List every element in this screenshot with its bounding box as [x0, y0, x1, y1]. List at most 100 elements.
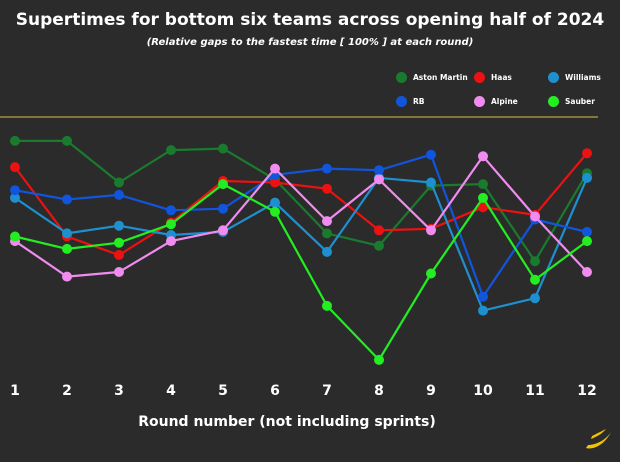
- data-point-sauber-4: [166, 219, 176, 230]
- data-point-sauber-7: [322, 300, 332, 311]
- x-tick-label-5: 5: [218, 383, 228, 399]
- x-tick-label-11: 11: [525, 383, 544, 399]
- x-tick-label-4: 4: [166, 383, 176, 399]
- data-point-rb-1: [10, 185, 20, 196]
- data-point-aston-martin-2: [62, 135, 72, 146]
- data-point-alpine-10: [478, 151, 488, 162]
- data-point-alpine-8: [374, 174, 384, 185]
- series-alpine: [10, 151, 592, 282]
- legend-swatch-sauber: [548, 96, 559, 107]
- x-axis-title: Round number (not including sprints): [138, 414, 436, 430]
- series-line-aston-martin: [15, 139, 588, 263]
- data-point-aston-martin-7: [322, 228, 332, 239]
- data-point-haas-1: [10, 162, 20, 173]
- legend-item-alpine: Alpine: [474, 96, 518, 107]
- x-tick-label-10: 10: [473, 383, 493, 399]
- data-point-haas-8: [374, 225, 384, 236]
- series-line-rb: [14, 153, 588, 298]
- data-point-alpine-5: [218, 225, 228, 236]
- data-point-aston-martin-8: [374, 240, 384, 251]
- data-point-williams-11: [530, 293, 540, 304]
- data-point-aston-martin-4: [166, 145, 176, 156]
- legend: Aston Martin Haas Williams RB Alpine Sau…: [396, 72, 616, 112]
- chart-title: Supertimes for bottom six teams across o…: [15, 10, 605, 30]
- legend-item-rb: RB: [396, 96, 425, 107]
- chart-subtitle: (Relative gaps to the fastest time [ 100…: [146, 37, 474, 48]
- x-tick-label-9: 9: [426, 383, 436, 399]
- data-point-williams-3: [114, 220, 124, 231]
- data-point-sauber-6: [270, 206, 280, 217]
- x-tick-label-3: 3: [114, 383, 124, 399]
- legend-swatch-alpine: [474, 96, 485, 107]
- data-point-sauber-11: [530, 274, 540, 285]
- data-point-rb-8: [374, 165, 384, 176]
- swoosh-logo-icon: [586, 429, 611, 449]
- data-point-alpine-4: [166, 236, 176, 247]
- series-rb: [10, 149, 592, 302]
- x-tick-label-8: 8: [374, 383, 384, 399]
- data-point-williams-12: [582, 172, 592, 183]
- data-point-aston-martin-10: [478, 179, 488, 190]
- x-tick-label-12: 12: [577, 383, 596, 399]
- data-point-aston-martin-5: [218, 143, 228, 154]
- data-point-williams-1: [10, 192, 20, 203]
- data-point-williams-9: [426, 177, 436, 188]
- legend-item-aston-martin: Aston Martin: [396, 72, 468, 83]
- data-point-sauber-2: [62, 243, 72, 254]
- data-point-williams-10: [478, 305, 488, 316]
- legend-swatch-aston-martin: [396, 72, 407, 83]
- legend-item-sauber: Sauber: [548, 96, 595, 107]
- data-point-sauber-12: [582, 236, 592, 247]
- data-point-sauber-9: [426, 268, 436, 279]
- legend-label-aston-martin: Aston Martin: [413, 73, 468, 82]
- series-layer: [10, 135, 592, 365]
- data-point-rb-12: [582, 226, 592, 237]
- legend-swatch-rb: [396, 96, 407, 107]
- data-point-sauber-8: [374, 354, 384, 365]
- x-tick-labels: 1 2 3 4 5 6 7 8 9 10 11 12: [10, 383, 597, 399]
- data-point-haas-6: [270, 177, 280, 188]
- data-point-sauber-10: [478, 192, 488, 203]
- x-tick-label-7: 7: [322, 383, 332, 399]
- x-tick-label-1: 1: [10, 383, 20, 399]
- legend-label-haas: Haas: [491, 73, 512, 82]
- data-point-rb-3: [114, 189, 124, 200]
- data-point-alpine-6: [270, 163, 280, 174]
- legend-label-rb: RB: [413, 97, 425, 106]
- legend-item-williams: Williams: [548, 72, 601, 83]
- legend-item-haas: Haas: [474, 72, 512, 83]
- series-line-sauber: [14, 183, 588, 361]
- data-point-haas-10: [478, 202, 488, 213]
- legend-label-sauber: Sauber: [565, 97, 595, 106]
- legend-label-alpine: Alpine: [491, 97, 518, 106]
- data-point-alpine-3: [114, 267, 124, 277]
- series-line-alpine: [14, 155, 588, 278]
- data-point-williams-6: [270, 197, 280, 208]
- data-point-aston-martin-1: [10, 135, 20, 146]
- data-point-alpine-9: [426, 225, 436, 236]
- data-point-haas-3: [114, 250, 124, 260]
- legend-swatch-haas: [474, 72, 485, 83]
- data-point-rb-2: [62, 194, 72, 205]
- data-point-rb-7: [322, 163, 332, 174]
- data-point-alpine-2: [62, 271, 72, 282]
- data-point-williams-2: [62, 228, 72, 239]
- legend-label-williams: Williams: [565, 73, 601, 82]
- data-point-aston-martin-3: [114, 177, 124, 188]
- data-point-rb-9: [426, 149, 436, 160]
- data-point-sauber-5: [218, 179, 228, 190]
- x-tick-label-6: 6: [270, 383, 280, 399]
- data-point-sauber-1: [10, 231, 20, 242]
- data-point-aston-martin-11: [530, 256, 540, 267]
- data-point-rb-5: [218, 203, 228, 214]
- x-tick-label-2: 2: [62, 383, 72, 399]
- series-sauber: [10, 179, 592, 365]
- legend-swatch-williams: [548, 72, 559, 83]
- series-line-haas: [14, 152, 588, 257]
- data-point-haas-12: [582, 148, 592, 159]
- data-point-sauber-3: [114, 237, 124, 248]
- data-point-rb-4: [166, 205, 176, 216]
- data-point-haas-7: [322, 183, 332, 194]
- data-point-williams-7: [322, 246, 332, 257]
